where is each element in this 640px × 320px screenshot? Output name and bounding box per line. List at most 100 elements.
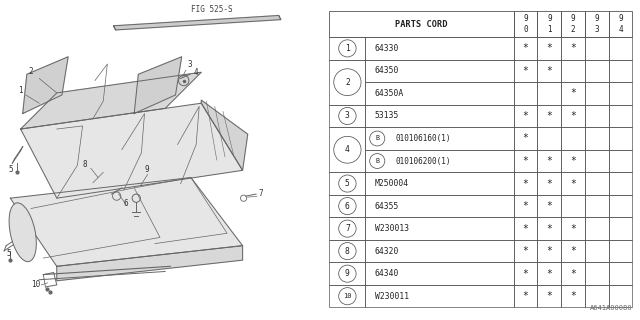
Bar bbox=[514, 60, 538, 82]
Text: PARTS CORD: PARTS CORD bbox=[396, 20, 448, 28]
Text: 2: 2 bbox=[571, 25, 575, 34]
Text: *: * bbox=[570, 224, 576, 234]
Text: *: * bbox=[547, 269, 552, 279]
Text: 10: 10 bbox=[31, 280, 40, 289]
Bar bbox=[538, 262, 561, 285]
Bar bbox=[609, 127, 632, 150]
Bar bbox=[365, 262, 514, 285]
Text: 4: 4 bbox=[345, 145, 350, 154]
Bar bbox=[330, 285, 365, 308]
Text: B: B bbox=[375, 135, 380, 141]
Bar bbox=[514, 217, 538, 240]
Text: *: * bbox=[570, 179, 576, 188]
Bar bbox=[365, 127, 514, 150]
Text: *: * bbox=[523, 66, 529, 76]
Text: 6: 6 bbox=[124, 199, 129, 208]
Text: 9: 9 bbox=[145, 165, 149, 174]
Text: 3: 3 bbox=[595, 25, 599, 34]
Text: *: * bbox=[547, 201, 552, 211]
Bar bbox=[585, 127, 609, 150]
Bar bbox=[585, 285, 609, 308]
Bar bbox=[330, 60, 365, 105]
Text: *: * bbox=[547, 66, 552, 76]
Text: 1: 1 bbox=[547, 25, 552, 34]
Text: 64330: 64330 bbox=[375, 44, 399, 53]
Text: *: * bbox=[547, 291, 552, 301]
Bar bbox=[609, 37, 632, 60]
Bar bbox=[561, 217, 585, 240]
Bar bbox=[330, 262, 365, 285]
Text: *: * bbox=[523, 156, 529, 166]
Text: 9: 9 bbox=[345, 269, 350, 278]
Text: 3: 3 bbox=[345, 111, 350, 120]
Text: *: * bbox=[523, 291, 529, 301]
Bar bbox=[538, 217, 561, 240]
Text: 64340: 64340 bbox=[375, 269, 399, 278]
Bar bbox=[330, 195, 365, 217]
Text: 010106200(1): 010106200(1) bbox=[395, 156, 451, 165]
Bar bbox=[609, 240, 632, 262]
Bar bbox=[330, 37, 365, 60]
Text: *: * bbox=[523, 269, 529, 279]
Text: *: * bbox=[523, 201, 529, 211]
Bar bbox=[538, 11, 561, 37]
Bar bbox=[365, 82, 514, 105]
Bar bbox=[561, 240, 585, 262]
Bar bbox=[609, 285, 632, 308]
Bar bbox=[609, 11, 632, 37]
Text: 5: 5 bbox=[8, 165, 13, 174]
Bar bbox=[538, 82, 561, 105]
Text: 9: 9 bbox=[524, 14, 528, 23]
Bar bbox=[585, 217, 609, 240]
Bar bbox=[609, 150, 632, 172]
Text: 53135: 53135 bbox=[375, 111, 399, 120]
Text: B: B bbox=[375, 158, 380, 164]
Text: 64350: 64350 bbox=[375, 67, 399, 76]
Bar bbox=[514, 172, 538, 195]
Bar bbox=[609, 82, 632, 105]
Text: 7: 7 bbox=[345, 224, 350, 233]
Text: *: * bbox=[547, 44, 552, 53]
Bar bbox=[514, 127, 538, 150]
Text: *: * bbox=[547, 111, 552, 121]
Bar bbox=[365, 105, 514, 127]
Text: FIG 525-S: FIG 525-S bbox=[191, 5, 232, 14]
Polygon shape bbox=[134, 57, 182, 114]
Bar bbox=[365, 60, 514, 82]
Bar bbox=[585, 240, 609, 262]
Text: *: * bbox=[547, 179, 552, 188]
Text: 4: 4 bbox=[194, 68, 198, 77]
Polygon shape bbox=[57, 246, 243, 281]
Text: M250004: M250004 bbox=[375, 179, 409, 188]
Bar bbox=[609, 262, 632, 285]
Polygon shape bbox=[22, 57, 68, 114]
Bar bbox=[561, 195, 585, 217]
Bar bbox=[585, 60, 609, 82]
Text: *: * bbox=[570, 88, 576, 99]
Bar bbox=[561, 285, 585, 308]
Bar bbox=[514, 82, 538, 105]
Bar bbox=[365, 37, 514, 60]
Bar bbox=[538, 127, 561, 150]
Text: 4: 4 bbox=[618, 25, 623, 34]
Bar bbox=[365, 172, 514, 195]
Bar bbox=[561, 60, 585, 82]
Text: 2: 2 bbox=[345, 78, 350, 87]
Bar bbox=[561, 172, 585, 195]
Text: 64355: 64355 bbox=[375, 202, 399, 211]
Text: *: * bbox=[523, 133, 529, 143]
Text: 10: 10 bbox=[343, 293, 351, 299]
Text: *: * bbox=[570, 246, 576, 256]
Text: A641A00080: A641A00080 bbox=[590, 305, 632, 311]
Polygon shape bbox=[20, 72, 202, 129]
Text: 9: 9 bbox=[618, 14, 623, 23]
Bar bbox=[538, 195, 561, 217]
Text: *: * bbox=[547, 156, 552, 166]
Bar bbox=[585, 105, 609, 127]
Bar bbox=[609, 60, 632, 82]
Bar bbox=[514, 11, 538, 37]
Bar bbox=[330, 127, 365, 172]
Ellipse shape bbox=[9, 203, 36, 262]
Bar bbox=[561, 11, 585, 37]
Bar bbox=[538, 105, 561, 127]
